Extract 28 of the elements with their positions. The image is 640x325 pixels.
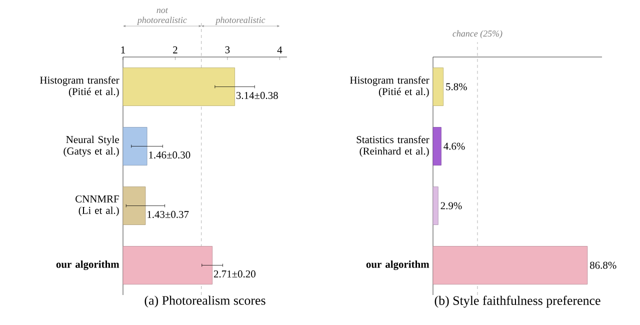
data-label: 1.46±0.30 [149, 151, 190, 159]
data-label: 4.6% [444, 142, 465, 150]
text: (a) Photorealism scores [144, 296, 266, 308]
data-label: 2.9% [440, 202, 462, 210]
bar [432, 127, 442, 166]
ref-line-label: chance (25%) [452, 30, 502, 38]
data-label: 86.8% [590, 262, 616, 269]
x-tick-label: 4 [277, 46, 282, 54]
data-label: 5.8% [446, 83, 467, 90]
bar [432, 246, 588, 284]
data-label: 3.14±0.38 [236, 92, 278, 100]
data-label: 2.71±0.20 [214, 270, 256, 278]
x-tick-label: 1 [121, 46, 125, 54]
y-tick-label: Neural Style (Gatys et al.) [64, 136, 119, 157]
y-tick-label: our algorithm [366, 260, 430, 270]
text: not photorealistic [136, 8, 187, 25]
data-label: 1.43±0.37 [148, 210, 189, 218]
bar [432, 68, 444, 106]
y-tick-label: CNNMRF (Li et al.) [76, 195, 119, 216]
text: photorealistic [215, 16, 266, 25]
text: (b) Style faithfulness preference [434, 296, 600, 308]
bar [432, 186, 438, 225]
y-tick-label: Statistics transfer (Reinhard et al.) [356, 136, 430, 157]
x-tick-label: 2 [173, 46, 178, 54]
y-tick-label: our algorithm [56, 260, 120, 270]
x-tick-label: 3 [225, 46, 230, 54]
y-tick-label: Histogram transfer (Pitié et al.) [350, 76, 430, 98]
y-tick-label: Histogram transfer (Pitié et al.) [40, 76, 120, 98]
